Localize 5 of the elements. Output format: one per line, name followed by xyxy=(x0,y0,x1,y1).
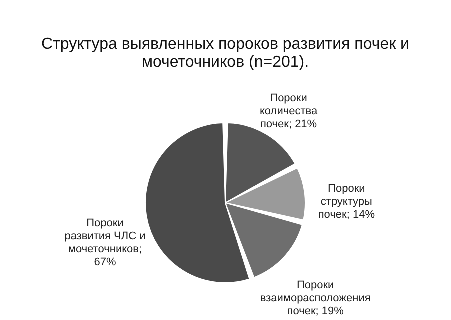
slice-label: Пороки структуры почек; 14% xyxy=(318,182,376,221)
slice-label: Пороки развития ЧЛС и мочеточников; 67% xyxy=(64,217,146,268)
slice-label: Пороки взаиморасположения почек; 19% xyxy=(260,279,371,318)
chart-title: Структура выявленных пороков развития почек и мочеточников (n=201). xyxy=(42,36,410,71)
slice-label: Пороки количества почек; 21% xyxy=(260,92,318,131)
